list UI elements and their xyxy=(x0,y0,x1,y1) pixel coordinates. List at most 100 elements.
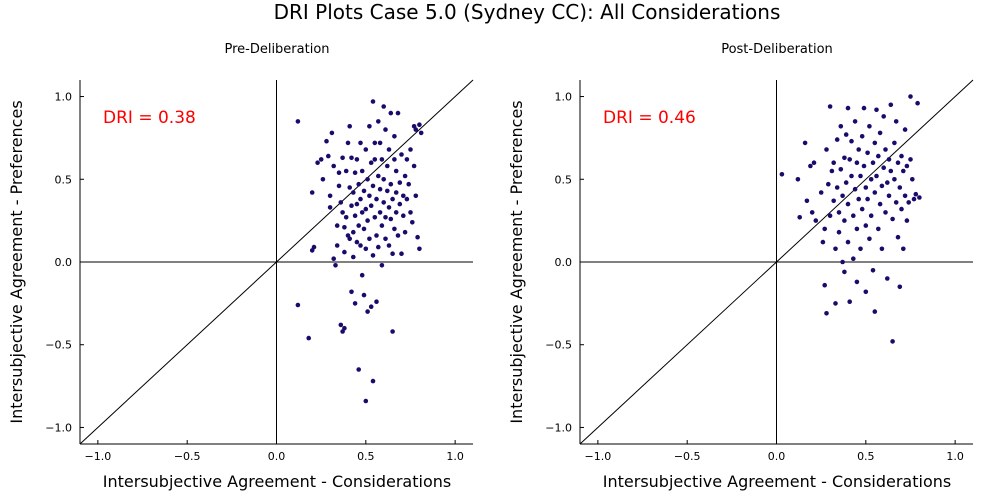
data-point xyxy=(372,157,378,162)
data-point xyxy=(385,188,390,194)
data-point xyxy=(895,160,901,165)
data-point xyxy=(410,220,415,225)
data-point xyxy=(331,163,337,169)
data-point xyxy=(849,173,854,179)
data-point xyxy=(309,190,315,195)
data-point xyxy=(906,200,911,205)
data-point xyxy=(892,177,897,182)
data-point xyxy=(886,157,892,162)
data-point xyxy=(374,196,379,202)
data-point xyxy=(363,206,369,212)
data-point xyxy=(897,284,903,290)
data-point xyxy=(870,268,876,273)
data-point xyxy=(354,157,360,162)
data-point xyxy=(363,246,369,252)
data-point xyxy=(327,193,333,199)
data-point xyxy=(417,122,422,127)
data-point xyxy=(295,119,301,124)
data-point xyxy=(858,173,863,179)
data-point xyxy=(861,105,867,111)
data-point xyxy=(867,236,872,242)
data-point xyxy=(833,301,838,306)
data-point xyxy=(365,177,370,182)
data-point xyxy=(856,147,861,152)
data-point xyxy=(826,181,831,187)
data-point xyxy=(818,190,824,195)
data-point xyxy=(877,201,883,207)
data-point xyxy=(367,236,372,242)
data-point xyxy=(365,309,370,314)
data-point xyxy=(377,140,383,146)
y-tick-label: −1.0 xyxy=(545,421,572,434)
data-point xyxy=(915,100,920,106)
data-point xyxy=(893,119,899,124)
data-point xyxy=(824,311,829,316)
data-point xyxy=(334,243,340,248)
data-point xyxy=(879,246,885,252)
data-point xyxy=(859,206,865,212)
data-point xyxy=(838,167,844,172)
data-point xyxy=(352,301,358,306)
y-tick-label: 1.0 xyxy=(55,91,73,104)
data-point xyxy=(351,254,356,260)
scatter-points xyxy=(779,94,922,344)
data-point xyxy=(379,157,385,162)
x-tick-label: 0.5 xyxy=(857,450,875,463)
y-tick-label: −1.0 xyxy=(45,421,72,434)
data-point xyxy=(374,299,379,305)
data-point xyxy=(804,198,810,204)
data-point xyxy=(854,226,860,232)
x-tick-label: 1.0 xyxy=(446,450,464,463)
data-point xyxy=(401,213,406,218)
data-point xyxy=(402,173,408,179)
data-point xyxy=(381,104,387,109)
data-point xyxy=(802,140,808,146)
data-point xyxy=(381,200,387,205)
data-point xyxy=(863,289,869,295)
data-point xyxy=(849,138,854,144)
panel-title: Post-Deliberation xyxy=(721,42,833,57)
data-point xyxy=(365,218,370,223)
x-tick-label: 1.0 xyxy=(946,450,964,463)
data-point xyxy=(390,251,395,256)
data-point xyxy=(874,107,879,113)
data-point xyxy=(902,127,908,132)
data-point xyxy=(343,215,349,220)
data-point xyxy=(361,292,367,298)
data-point xyxy=(358,140,363,146)
data-point xyxy=(408,147,413,152)
data-point xyxy=(395,110,401,116)
data-point xyxy=(376,119,381,124)
data-point xyxy=(342,249,347,255)
x-tick-label: 0.0 xyxy=(768,450,786,463)
data-point xyxy=(834,185,840,190)
data-point xyxy=(311,244,317,250)
data-point xyxy=(393,168,399,174)
data-point xyxy=(874,173,879,179)
data-point xyxy=(822,226,827,232)
data-point xyxy=(370,378,376,384)
data-point xyxy=(331,256,337,262)
data-point xyxy=(842,218,847,223)
x-tick-label: −0.5 xyxy=(174,450,201,463)
identity-line xyxy=(79,79,474,445)
data-point xyxy=(836,210,842,215)
data-point xyxy=(356,223,362,228)
data-point xyxy=(820,239,826,245)
data-point xyxy=(367,124,372,129)
data-point xyxy=(904,163,910,169)
data-point xyxy=(881,114,886,119)
data-point xyxy=(354,239,360,245)
data-point xyxy=(383,236,388,242)
data-point xyxy=(851,213,856,218)
data-point xyxy=(879,183,885,189)
data-point xyxy=(359,210,365,215)
x-tick-label: 0.0 xyxy=(268,450,286,463)
data-point xyxy=(383,215,388,220)
data-point xyxy=(388,110,394,116)
y-tick-label: 0.5 xyxy=(55,173,73,186)
data-point xyxy=(351,190,356,195)
data-point xyxy=(411,163,417,169)
data-point xyxy=(899,153,904,159)
